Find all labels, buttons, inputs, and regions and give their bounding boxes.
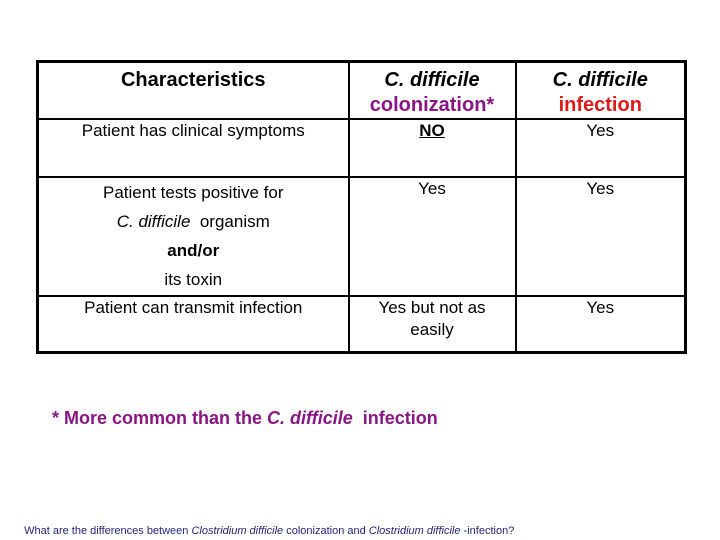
symptoms-colonization-cell: NO [347, 118, 517, 178]
tests-label-line3: and/or [167, 241, 220, 260]
tests-label-species: C. difficile [116, 212, 191, 231]
tests-label-line1: Patient tests positive for [103, 183, 284, 202]
tests-infection-value: Yes [586, 179, 615, 198]
tests-infection-cell: Yes [514, 176, 687, 297]
transmit-colonization-line2: easily [410, 320, 454, 339]
symptoms-label: Patient has clinical symptoms [81, 121, 305, 140]
transmit-label-cell: Patient can transmit infection [36, 295, 350, 353]
tests-colonization-cell: Yes [347, 176, 517, 297]
transmit-colonization-cell: Yes but not as easily [347, 295, 517, 353]
header-infection-species: C. difficile [552, 69, 648, 91]
header-characteristics-label: Characteristics [120, 69, 266, 91]
header-characteristics: Characteristics [36, 60, 350, 120]
symptoms-label-cell: Patient has clinical symptoms [36, 118, 350, 178]
header-colonization: C. difficile colonization* [347, 60, 517, 120]
header-infection: C. difficile infection [514, 60, 687, 120]
header-colonization-label: colonization* [369, 94, 495, 116]
transmit-infection-value: Yes [586, 298, 615, 317]
header-infection-label: infection [558, 94, 642, 116]
question-part2: colonization and [283, 525, 369, 537]
tests-label-line4: its toxin [164, 270, 223, 289]
symptoms-infection-cell: Yes [514, 118, 687, 178]
tests-label-line2: C. difficile organism [40, 207, 347, 236]
symptoms-colonization-value: NO [419, 121, 445, 140]
table-row-transmit: Patient can transmit infection Yes but n… [36, 295, 687, 353]
tests-label-organism: organism [190, 212, 270, 231]
tests-label-cell: Patient tests positive for C. difficile … [36, 176, 350, 297]
question-part3: -infection? [460, 525, 515, 537]
footnote-suffix: infection [352, 408, 438, 428]
footnote-prefix: * More common than the [52, 408, 268, 428]
question-line: What are the differences between Clostri… [18, 513, 514, 537]
table-row-symptoms: Patient has clinical symptoms NO Yes [36, 118, 687, 178]
tests-colonization-value: Yes [418, 179, 446, 198]
footnote-species: C. difficile [267, 408, 353, 428]
table-row-tests: Patient tests positive for C. difficile … [36, 176, 687, 297]
transmit-label: Patient can transmit infection [84, 298, 303, 317]
question-species2: Clostridium difficile [368, 525, 461, 537]
footnote: * More common than the C. difficile infe… [42, 387, 438, 429]
transmit-infection-cell: Yes [514, 295, 687, 353]
comparison-table: Characteristics C. difficile colonizatio… [36, 60, 687, 354]
symptoms-infection-value: Yes [586, 121, 615, 140]
header-colonization-species: C. difficile [384, 69, 480, 91]
table-header-row: Characteristics C. difficile colonizatio… [36, 60, 687, 120]
question-species1: Clostridium difficile [191, 525, 284, 537]
question-part1: What are the differences between [24, 525, 192, 537]
transmit-colonization-line1: Yes but not as [378, 298, 486, 317]
